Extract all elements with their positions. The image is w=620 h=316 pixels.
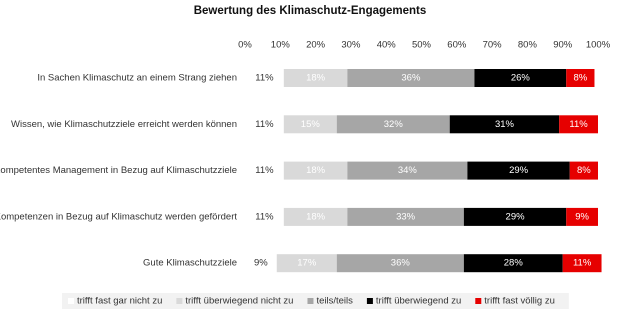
x-tick-label: 30% (341, 40, 361, 51)
legend-marker (176, 298, 183, 304)
bar-segment (562, 254, 602, 273)
value-label: 11% (255, 73, 274, 84)
bar-segment (559, 115, 598, 134)
category-label: Gute Klimaschutzziele (143, 258, 237, 269)
bar-segment (336, 254, 464, 273)
bar-segment (283, 161, 348, 180)
value-label: 11% (573, 258, 592, 269)
bar-segment (449, 115, 560, 134)
bar-segment (336, 115, 450, 134)
value-label: 26% (511, 73, 531, 84)
value-label: 18% (306, 165, 326, 176)
x-tick-label: 60% (447, 40, 467, 51)
x-tick-label: 40% (377, 40, 397, 51)
value-label: 29% (509, 165, 529, 176)
x-tick-label: 10% (271, 40, 291, 51)
x-tick-label: 70% (483, 40, 503, 51)
bar-segment (276, 254, 337, 273)
x-tick-label: 100% (586, 40, 611, 51)
legend-marker (68, 298, 74, 304)
bar-segment (283, 69, 348, 87)
bar-segment (347, 161, 468, 180)
value-label: 18% (306, 73, 326, 84)
value-label: 33% (396, 211, 416, 222)
legend-label: teils/teils (316, 296, 353, 307)
value-label: 8% (577, 165, 591, 176)
bar-segment (566, 207, 598, 226)
legend-label: trifft überwiegend nicht zu (185, 296, 293, 307)
x-tick-label: 0% (238, 40, 252, 51)
x-tick-label: 80% (518, 40, 538, 51)
category-label: Kompetentes Management in Bezug auf Klim… (0, 165, 237, 176)
category-label: Kompetenzen in Bezug auf Klimaschutz wer… (0, 211, 237, 222)
bar-segment (245, 254, 277, 273)
value-label: 36% (401, 73, 421, 84)
bar-segment (463, 207, 567, 226)
bar-segment (245, 161, 284, 180)
value-label: 11% (255, 165, 274, 176)
bar-segment (569, 161, 598, 180)
value-label: 8% (573, 73, 587, 84)
value-label: 15% (301, 119, 321, 130)
x-tick-label: 20% (306, 40, 326, 51)
bar-segment (474, 69, 567, 87)
value-label: 11% (569, 119, 588, 130)
value-label: 32% (384, 119, 404, 130)
category-label: Wissen, wie Klimaschutzziele erreicht we… (11, 119, 237, 130)
legend-label: trifft fast völlig zu (484, 296, 555, 307)
value-label: 28% (504, 258, 524, 269)
bar-segment (463, 254, 563, 273)
value-label: 11% (255, 211, 274, 222)
bar-segment (245, 207, 284, 226)
bar-segment (467, 161, 570, 180)
x-tick-label: 50% (412, 40, 432, 51)
bar-segment (245, 69, 284, 87)
bar-segment (347, 69, 475, 87)
chart-title: Bewertung des Klimaschutz-Engagements (194, 5, 427, 17)
bar-segment (283, 207, 348, 226)
bar-segment (566, 69, 595, 87)
value-label: 17% (297, 258, 317, 269)
legend-marker (475, 298, 482, 304)
value-label: 34% (398, 165, 418, 176)
bar-segment (245, 115, 284, 134)
value-label: 11% (255, 119, 274, 130)
value-label: 36% (391, 258, 411, 269)
legend-label: trifft fast gar nicht zu (77, 296, 162, 307)
bar-segment (347, 207, 464, 226)
value-label: 18% (306, 211, 326, 222)
value-label: 31% (495, 119, 515, 130)
bar-segment (283, 115, 337, 134)
value-label: 9% (254, 258, 268, 269)
category-label: In Sachen Klimaschutz an einem Strang zi… (37, 73, 237, 84)
x-tick-label: 90% (553, 40, 573, 51)
legend-marker (366, 298, 373, 304)
value-label: 29% (506, 211, 526, 222)
legend-label: trifft überwiegend zu (376, 296, 461, 307)
legend-background (62, 293, 569, 309)
legend-marker (307, 298, 314, 304)
value-label: 9% (575, 211, 589, 222)
